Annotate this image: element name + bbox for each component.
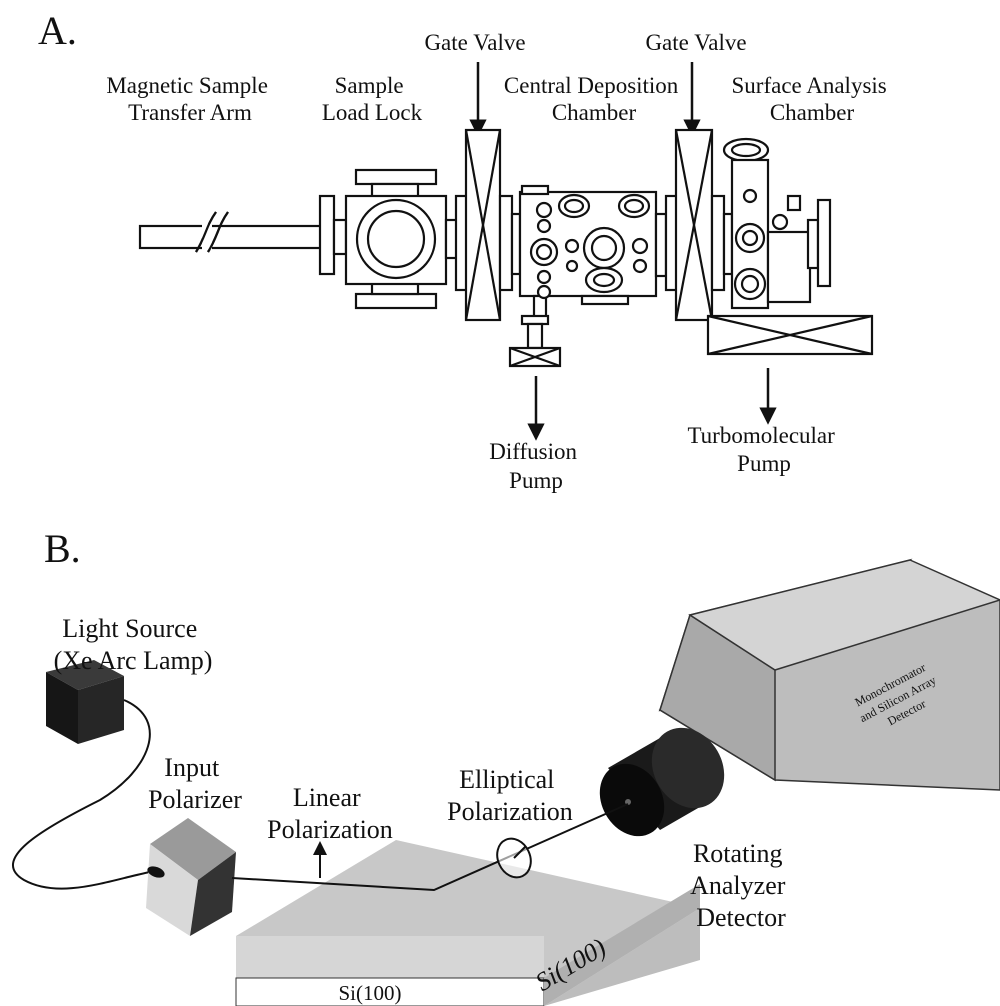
rotating-analyzer [599, 727, 725, 837]
label-turbo-pump: Turbomolecular Pump [687, 423, 840, 476]
vacuum-system-drawing [138, 128, 874, 368]
transfer-arm [138, 194, 348, 276]
label-transfer-arm: Magnetic Sample Transfer Arm [106, 73, 273, 125]
label-input-polarizer: Input Polarizer [148, 753, 242, 814]
monochromator: Monochromator and Silicon Array Detector [658, 558, 1000, 791]
label-rotating-analyzer: Rotating Analyzer Detector [690, 839, 792, 932]
label-sample-front: Si(100) [339, 981, 402, 1005]
label-light-source: Light Source (Xe Arc Lamp) [54, 614, 213, 675]
elliptical-polarization-marker [496, 837, 532, 879]
label-elliptical-polarization: Elliptical Polarization [447, 765, 573, 826]
sample-slab: Si(100) Si(100) [235, 840, 700, 1006]
turbo-pump [706, 314, 874, 356]
light-beam [231, 803, 629, 892]
deposition-chamber [510, 184, 668, 320]
label-deposition-chamber: Central Deposition Chamber [504, 73, 684, 125]
panel-b: B. Monochromator and Silicon Array Detec… [11, 526, 1000, 1006]
label-gate-valve-2: Gate Valve [645, 30, 746, 55]
label-linear-polarization: Linear Polarization [267, 783, 393, 844]
gate-valve-2 [664, 128, 726, 322]
load-lock [344, 168, 460, 310]
panel-a: A. Magnetic Sample Transfer Arm Sample L… [38, 8, 893, 493]
diffusion-pump [508, 314, 562, 368]
input-polarizer [146, 818, 236, 936]
label-analysis-chamber: Surface Analysis Chamber [732, 73, 893, 125]
fiber-cable [11, 699, 151, 890]
panel-a-letter: A. [38, 8, 77, 53]
label-load-lock: Sample Load Lock [322, 73, 423, 125]
light-source [46, 660, 124, 744]
panel-b-letter: B. [44, 526, 81, 571]
gate-valve-1 [454, 128, 514, 322]
label-gate-valve-1: Gate Valve [424, 30, 525, 55]
label-diffusion-pump: Diffusion Pump [489, 439, 583, 493]
analysis-chamber [722, 137, 832, 310]
